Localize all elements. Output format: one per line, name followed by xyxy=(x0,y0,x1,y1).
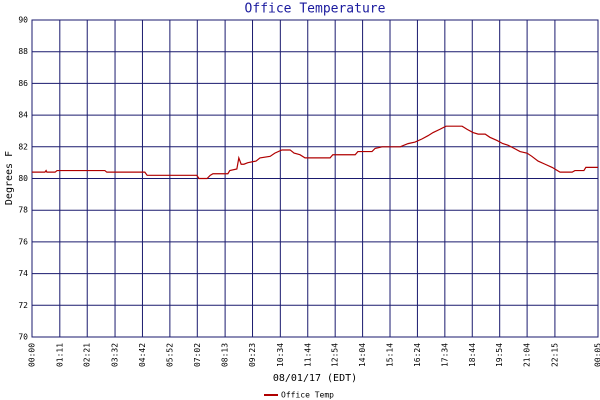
x-tick-label: 19:54 xyxy=(495,343,504,367)
x-tick-label: 05:52 xyxy=(165,343,174,367)
x-tick-label: 11:44 xyxy=(303,343,312,367)
y-tick-label: 78 xyxy=(18,206,28,215)
x-tick-label: 10:34 xyxy=(276,343,285,367)
x-axis-label: 08/01/17 (EDT) xyxy=(273,373,357,384)
y-tick-label: 86 xyxy=(18,79,28,88)
y-tick-label: 70 xyxy=(18,333,28,342)
x-tick-label: 03:32 xyxy=(111,343,120,367)
legend-label: Office Temp xyxy=(281,391,334,400)
x-tick-label: 16:24 xyxy=(413,343,422,367)
y-tick-label: 90 xyxy=(18,16,28,25)
x-tick-label: 22:15 xyxy=(550,343,559,367)
y-tick-label: 72 xyxy=(18,301,28,310)
y-tick-label: 84 xyxy=(18,111,28,120)
x-tick-label: 09:23 xyxy=(248,343,257,367)
y-tick-label: 80 xyxy=(18,174,28,183)
x-tick-label: 12:54 xyxy=(331,343,340,367)
chart-title: Office Temperature xyxy=(245,2,386,17)
y-axis-label: Degrees F xyxy=(4,151,15,205)
x-tick-label: 01:11 xyxy=(55,343,64,367)
x-tick-label: 07:02 xyxy=(193,343,202,367)
x-tick-label: 17:34 xyxy=(440,343,449,367)
x-tick-label: 21:04 xyxy=(523,343,532,367)
x-tick-label: 08:13 xyxy=(221,343,230,367)
x-tick-label: 00:05 xyxy=(594,343,600,367)
x-tick-label: 00:00 xyxy=(28,343,37,367)
x-tick-label: 04:42 xyxy=(138,343,147,367)
y-tick-label: 74 xyxy=(18,269,28,278)
x-tick-label: 14:04 xyxy=(358,343,367,367)
x-tick-label: 02:21 xyxy=(83,343,92,367)
y-tick-label: 82 xyxy=(18,142,28,151)
y-tick-label: 76 xyxy=(18,237,28,246)
data-line xyxy=(32,125,598,180)
x-tick-label: 15:14 xyxy=(386,343,395,367)
y-tick-label: 88 xyxy=(18,47,28,56)
x-tick-label: 18:44 xyxy=(468,343,477,367)
